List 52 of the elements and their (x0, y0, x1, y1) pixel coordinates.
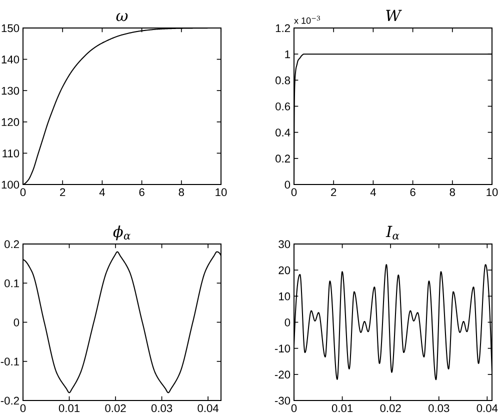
y-tick-label: 130 (2, 86, 20, 95)
y-tick-label: 10 (279, 292, 290, 300)
y-tick-label: 20 (278, 266, 290, 274)
x-tick-label: 4 (99, 188, 105, 196)
x-tick-label: 6 (139, 188, 144, 196)
x-tick-label: 0 (20, 404, 26, 412)
x-tick-label: 0 (291, 404, 297, 412)
y-tick-label: 0.6 (276, 102, 290, 110)
y-tick-label: 0.1 (4, 279, 19, 288)
x-tick-label: 4 (370, 188, 376, 196)
y-tick-label: 0.4 (276, 128, 290, 136)
y-tick-label: 1.2 (276, 24, 290, 32)
x-tick-label: 8 (178, 188, 184, 196)
y-tick-label: -30 (274, 396, 290, 405)
y-tick-label: 120 (2, 118, 20, 126)
x-tick-label: 0.03 (151, 404, 172, 412)
y-tick-label: 0.2 (4, 240, 19, 248)
x-tick-label: 10 (486, 188, 498, 196)
x-tick-label: 0.03 (428, 404, 450, 412)
x-tick-label: 0 (20, 188, 26, 196)
x-tick-label: 0.01 (58, 404, 80, 412)
x-tick-label: 0.04 (198, 404, 219, 412)
x-tick-label: 6 (410, 188, 416, 196)
y-tick-label: 1 (285, 50, 290, 58)
x-tick-label: 0.01 (332, 404, 353, 412)
x-tick-label: 0.02 (380, 404, 401, 412)
x-tick-label: 2 (60, 188, 66, 196)
y-tick-label: 30 (278, 240, 290, 248)
chart-title: ω (116, 13, 128, 22)
y-tick-label: 100 (2, 180, 20, 189)
x-tick-label: 0 (291, 188, 297, 196)
x-tick-label: 8 (450, 188, 456, 196)
x-tick-label: 2 (331, 188, 336, 196)
y-tick-label: 0 (14, 318, 20, 326)
y-tick-label: -0.1 (0, 358, 19, 366)
chart-title: I$_{α}$ (386, 226, 400, 240)
y-tick-label: 140 (2, 56, 20, 64)
y-tick-label: 0.8 (276, 76, 290, 84)
y-tick-label: 150 (2, 24, 20, 32)
chart-title: W (386, 10, 402, 22)
x-tick-label: 0.04 (476, 404, 498, 412)
y-tick-label: 0.2 (276, 154, 290, 163)
y-tick-label: 0 (284, 318, 290, 326)
x-tick-label: 0.02 (105, 404, 126, 412)
y-tick-label: 110 (2, 149, 20, 158)
y-tick-label: -0.2 (0, 396, 19, 405)
y-tick-label: 0 (284, 180, 290, 189)
y-tick-label: -10 (274, 344, 290, 352)
chart-title: ϕ$_{α}$ (113, 225, 130, 240)
y-tick-label: -20 (274, 370, 290, 379)
text: x 10$^{−3}$ (294, 16, 320, 24)
x-tick-label: 10 (216, 188, 227, 196)
